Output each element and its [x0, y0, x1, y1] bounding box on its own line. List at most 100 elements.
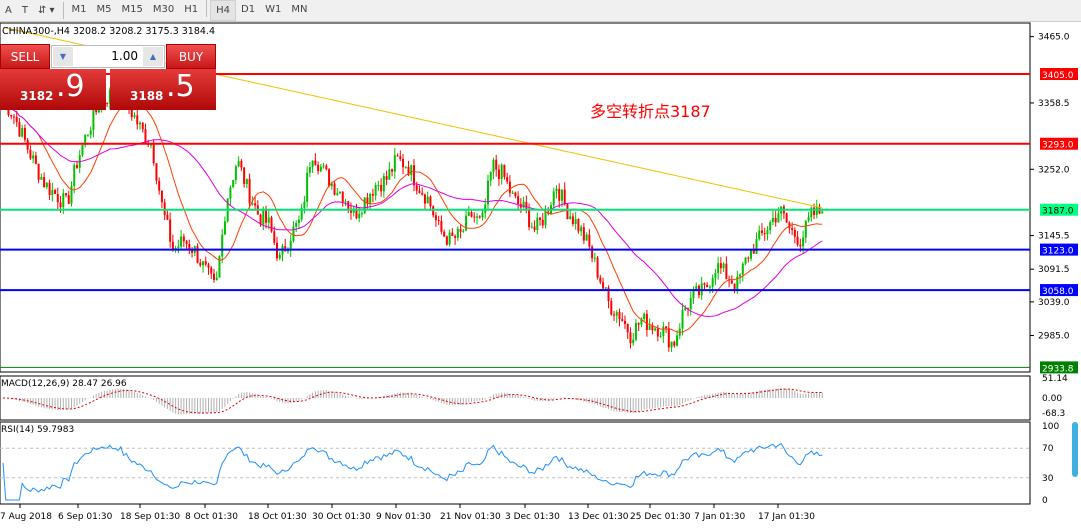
candle-body	[404, 166, 407, 168]
candle-body	[569, 216, 572, 220]
candle-body	[613, 314, 616, 316]
candle-body	[380, 185, 383, 192]
candle-body	[615, 312, 618, 316]
timeframe-mn[interactable]: MN	[291, 4, 308, 15]
candle-body	[289, 241, 292, 250]
candle-body	[388, 169, 391, 180]
ma-mid-line	[2, 99, 823, 317]
candle-body	[771, 217, 774, 223]
candle-body	[355, 208, 358, 219]
level-label: 3123.0	[1042, 247, 1074, 257]
candle-body	[202, 261, 205, 266]
candle-body	[445, 236, 448, 245]
candle-body	[741, 263, 744, 275]
candle-body	[92, 108, 95, 131]
timeframe-w1[interactable]: W1	[265, 4, 282, 15]
candle-body	[396, 155, 399, 157]
candle-body	[374, 185, 377, 196]
date-label: 6 Sep 01:30	[58, 512, 113, 522]
candle-body	[245, 178, 248, 185]
candle-body	[130, 107, 133, 118]
level-label-bg	[1040, 284, 1078, 297]
macd-label: MACD(12,26,9) 28.47 26.96	[1, 379, 127, 389]
candle-body	[456, 228, 459, 238]
candle-body	[276, 242, 278, 259]
candle-body	[758, 230, 761, 240]
candle-body	[308, 167, 311, 173]
candle-body	[511, 192, 514, 194]
candle-body	[484, 204, 487, 213]
candle-body	[369, 193, 372, 204]
divider	[62, 2, 64, 19]
candle-body	[662, 326, 665, 336]
date-label: 18 Sep 01:30	[120, 512, 180, 522]
candle-body	[237, 160, 240, 167]
candle-body	[21, 128, 24, 137]
decrease-lot-icon[interactable]: ▼	[53, 47, 73, 66]
candle-body	[577, 219, 580, 232]
timeframe-h1[interactable]: H1	[184, 4, 199, 15]
candle-body	[344, 201, 347, 203]
candle-body	[399, 156, 402, 160]
candle-body	[440, 221, 443, 232]
candle-body	[560, 189, 563, 201]
candle-body	[89, 130, 92, 135]
candle-body	[807, 217, 810, 221]
candle-body	[506, 177, 509, 182]
candle-body	[166, 214, 169, 220]
price-chart[interactable]: 3465.0 3358.5 3252.0 3145.5 3091.5 3039.0 2985…	[0, 22, 1081, 532]
candle-body	[478, 216, 481, 218]
candle-body	[558, 188, 561, 201]
timeframe-m1[interactable]: M1	[71, 4, 87, 15]
buy-button[interactable]: BUY	[166, 44, 216, 69]
candle-body	[574, 219, 577, 225]
increase-lot-icon[interactable]: ▲	[143, 47, 163, 66]
candle-body	[155, 163, 158, 181]
candle-body	[673, 341, 676, 346]
arrows-tool-icon[interactable]: ⇵ ▾	[37, 5, 55, 16]
candle-body	[645, 313, 648, 330]
date-label: 18 Oct 01:30	[248, 512, 307, 522]
candle-body	[311, 160, 314, 168]
candle-body	[23, 128, 26, 140]
candle-body	[588, 234, 591, 247]
candle-body	[796, 236, 799, 245]
candle-body	[539, 217, 542, 220]
lot-size-stepper[interactable]: ▼ 1.00 ▲	[51, 45, 165, 68]
candle-body	[793, 229, 796, 237]
timeframe-m30[interactable]: M30	[152, 4, 175, 15]
rsi-line	[2, 442, 823, 501]
candle-body	[769, 222, 772, 231]
candle-body	[415, 185, 418, 191]
sell-price[interactable]: 3182 .9	[0, 69, 106, 110]
candle-body	[240, 160, 243, 168]
buy-price[interactable]: 3188 .5	[110, 69, 216, 110]
candle-body	[443, 231, 446, 237]
candle-body	[462, 230, 465, 232]
candle-body	[563, 189, 566, 205]
lot-size-value[interactable]: 1.00	[111, 49, 138, 63]
timeframe-h4[interactable]: H4	[210, 0, 237, 21]
candle-body	[371, 193, 374, 196]
sell-button[interactable]: SELL	[0, 44, 50, 69]
candle-body	[525, 201, 528, 210]
candle-body	[799, 244, 802, 247]
candle-body	[62, 193, 65, 208]
timeframe-d1[interactable]: D1	[241, 4, 256, 15]
candle-body	[632, 339, 635, 344]
candle-body	[681, 310, 684, 329]
candle-body	[73, 165, 76, 187]
text-tool-button[interactable]: A	[5, 5, 12, 16]
candle-body	[451, 232, 454, 237]
candle-body	[607, 287, 610, 302]
candle-body	[785, 213, 788, 223]
candle-body	[221, 234, 224, 257]
candle-body	[254, 203, 257, 206]
candle-body	[248, 178, 251, 204]
timeframe-m5[interactable]: M5	[96, 4, 112, 15]
candle-body	[654, 328, 657, 331]
candle-body	[336, 193, 339, 195]
candle-body	[750, 249, 753, 259]
text-label-tool-button[interactable]: T	[21, 5, 28, 16]
timeframe-m15[interactable]: M15	[121, 4, 143, 15]
